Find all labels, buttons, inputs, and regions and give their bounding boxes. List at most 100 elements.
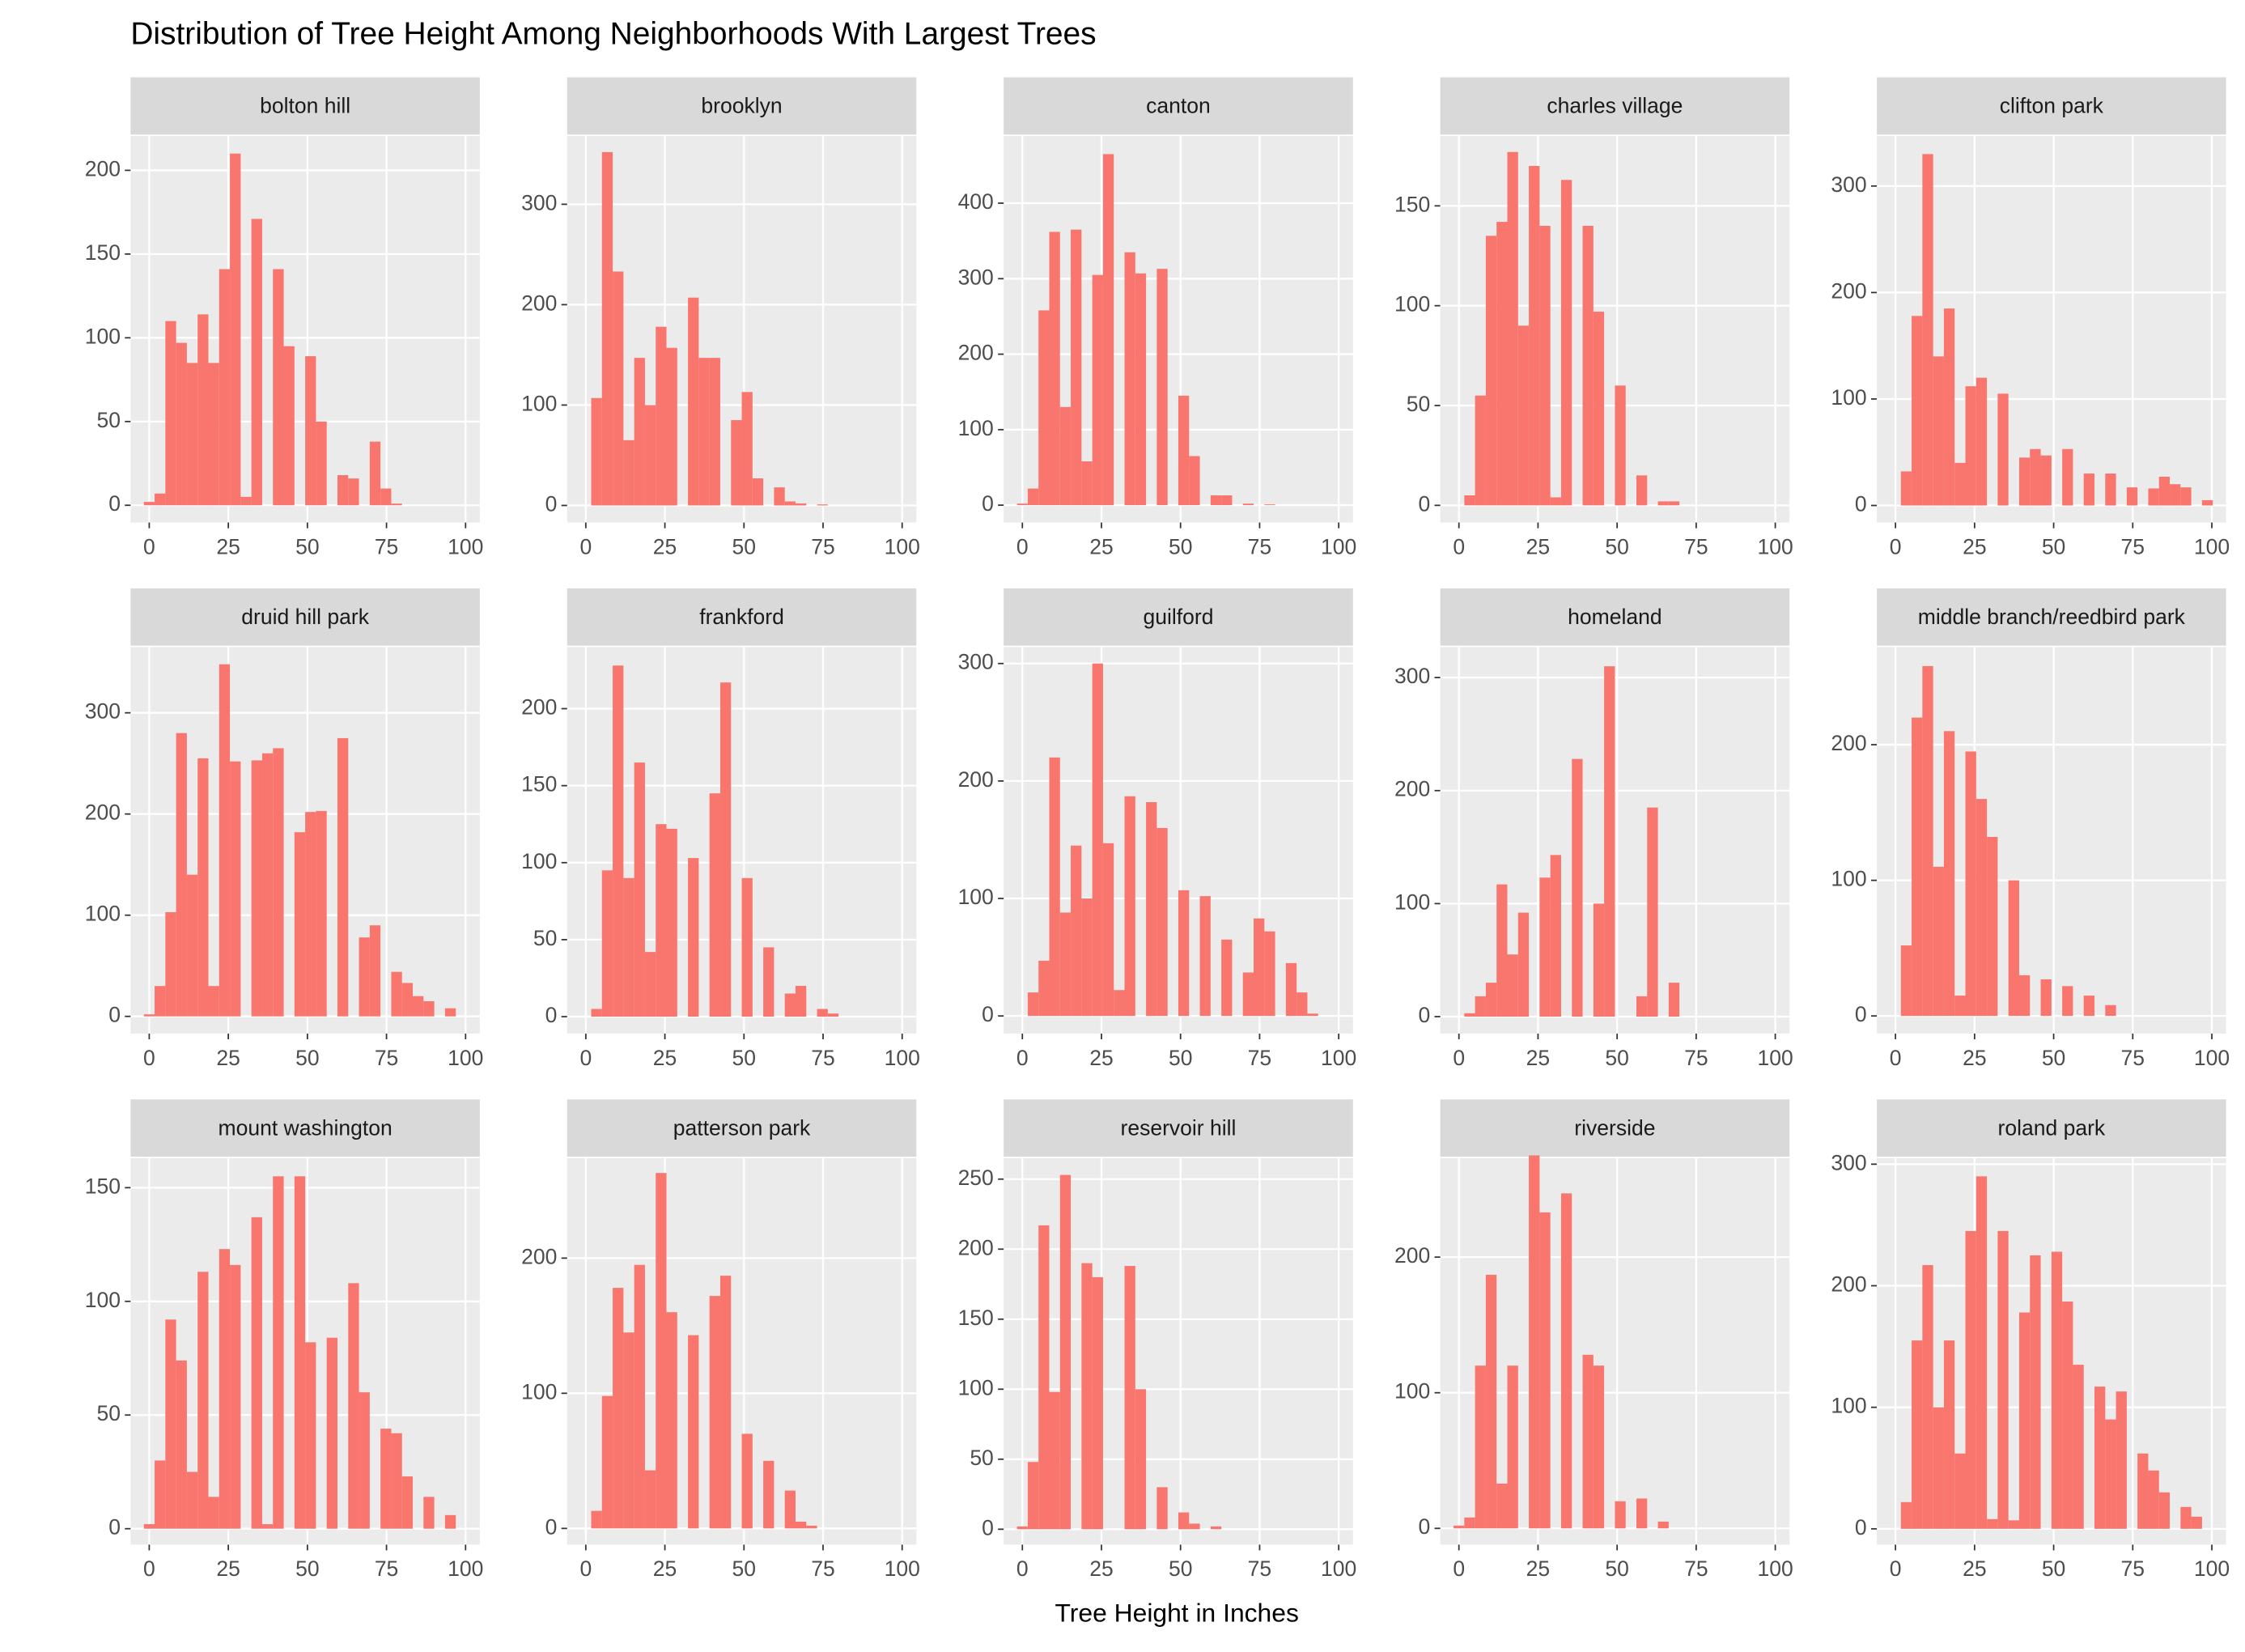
bar bbox=[601, 1395, 613, 1529]
bar bbox=[423, 1497, 435, 1529]
bar bbox=[1081, 898, 1093, 1017]
strip bbox=[130, 77, 480, 135]
bar bbox=[1976, 799, 1988, 1017]
strip bbox=[567, 77, 917, 135]
bar bbox=[784, 1490, 796, 1529]
y-tick-label: 100 bbox=[1831, 385, 1866, 410]
bar bbox=[644, 952, 656, 1017]
y-tick-label: 50 bbox=[96, 1401, 121, 1425]
bar bbox=[413, 996, 424, 1017]
y-tick-label: 300 bbox=[958, 265, 994, 289]
y-tick-label: 50 bbox=[533, 926, 558, 950]
bar bbox=[305, 1342, 316, 1529]
bar bbox=[359, 937, 370, 1017]
bar bbox=[1059, 406, 1072, 506]
x-tick-label: 75 bbox=[811, 1556, 834, 1581]
bar bbox=[1124, 1266, 1135, 1530]
bar bbox=[1124, 252, 1135, 506]
bar bbox=[1038, 960, 1050, 1017]
bar bbox=[784, 993, 796, 1017]
bar bbox=[348, 478, 359, 506]
x-tick-label: 25 bbox=[653, 534, 677, 558]
x-tick-label: 25 bbox=[653, 1046, 677, 1070]
strip-label: clifton park bbox=[2000, 94, 2104, 118]
strip bbox=[1004, 1099, 1353, 1157]
bar bbox=[613, 665, 624, 1017]
bar bbox=[1496, 1483, 1508, 1529]
bar bbox=[634, 762, 645, 1017]
x-tick-label: 75 bbox=[375, 1556, 399, 1581]
strip bbox=[1004, 588, 1353, 646]
bar bbox=[2158, 476, 2171, 506]
x-tick-label: 100 bbox=[2194, 1046, 2230, 1070]
bar bbox=[273, 748, 284, 1017]
y-tick-label: 150 bbox=[1394, 192, 1430, 216]
bar bbox=[401, 1476, 414, 1529]
bar bbox=[1027, 488, 1039, 506]
x-tick-label: 25 bbox=[1963, 1556, 1987, 1581]
bar bbox=[817, 504, 828, 506]
x-tick-label: 75 bbox=[375, 1046, 399, 1070]
strip bbox=[1440, 1099, 1790, 1157]
bar bbox=[1636, 475, 1648, 506]
bar bbox=[763, 947, 775, 1017]
y-tick-label: 200 bbox=[521, 1244, 557, 1268]
bar bbox=[176, 733, 187, 1017]
panel: clifton park 0 100 200 300 0 25 50 75 100 bbox=[1831, 77, 2230, 558]
bar bbox=[369, 925, 381, 1017]
y-tick-label: 300 bbox=[1831, 1150, 1866, 1174]
y-tick-label: 50 bbox=[1407, 392, 1431, 416]
bar bbox=[1943, 308, 1955, 506]
bar bbox=[359, 1392, 370, 1529]
bar bbox=[401, 983, 414, 1017]
bar bbox=[2083, 996, 2095, 1017]
bar bbox=[1016, 503, 1028, 506]
bar bbox=[197, 758, 209, 1017]
x-tick-label: 100 bbox=[1321, 1556, 1356, 1581]
bar bbox=[1954, 462, 1966, 506]
bar bbox=[1572, 758, 1583, 1017]
bar bbox=[1285, 962, 1297, 1017]
strip-label: mount washington bbox=[219, 1115, 393, 1140]
panel: canton 0 100 200 300 400 0 25 50 75 100 bbox=[958, 77, 1356, 558]
bar bbox=[1221, 939, 1233, 1017]
x-tick-label: 25 bbox=[1089, 1046, 1114, 1070]
bar bbox=[2201, 499, 2213, 506]
x-tick-label: 50 bbox=[295, 1556, 320, 1581]
bar bbox=[391, 1433, 402, 1529]
bar bbox=[1507, 151, 1518, 506]
x-tick-label: 75 bbox=[375, 534, 399, 558]
bar bbox=[1296, 992, 1308, 1017]
bar bbox=[644, 405, 656, 506]
x-tick-label: 75 bbox=[1248, 534, 1271, 558]
bar bbox=[709, 358, 720, 506]
bar bbox=[623, 877, 634, 1017]
bar bbox=[197, 1272, 209, 1529]
bar bbox=[1517, 325, 1530, 506]
bar bbox=[273, 269, 284, 506]
strip-label: riverside bbox=[1574, 1115, 1655, 1140]
bar bbox=[251, 760, 262, 1017]
bar bbox=[444, 1008, 456, 1017]
bar bbox=[1900, 1501, 1912, 1529]
bar bbox=[1485, 236, 1497, 506]
bar bbox=[741, 877, 753, 1017]
bar bbox=[186, 363, 198, 506]
bar bbox=[2105, 1419, 2116, 1529]
bar bbox=[1668, 983, 1680, 1017]
bar bbox=[623, 440, 634, 506]
bar bbox=[1189, 456, 1200, 506]
bar bbox=[1156, 1487, 1168, 1530]
bar bbox=[741, 1433, 753, 1529]
y-tick-label: 100 bbox=[85, 1288, 121, 1312]
y-tick-label: 100 bbox=[85, 324, 121, 348]
bar bbox=[1059, 1174, 1072, 1530]
panel: druid hill park 0 100 200 300 0 25 50 75 100 bbox=[85, 588, 483, 1070]
y-tick-label: 100 bbox=[1831, 1394, 1866, 1418]
x-tick-label: 100 bbox=[1321, 534, 1356, 558]
bar bbox=[176, 1360, 187, 1529]
bar bbox=[337, 474, 349, 506]
bar bbox=[2018, 457, 2031, 506]
x-tick-label: 25 bbox=[1089, 534, 1114, 558]
bar bbox=[774, 487, 785, 506]
